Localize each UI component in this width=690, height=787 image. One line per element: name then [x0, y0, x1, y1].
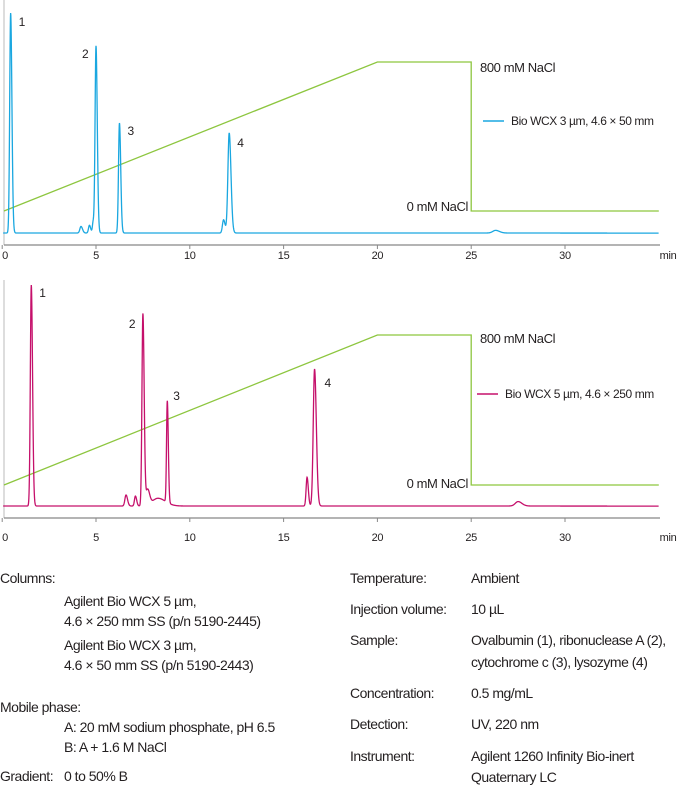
peak-label: 4 [237, 135, 244, 150]
instrument-value-line-1: Agilent 1260 Infinity Bio-inert [471, 748, 634, 764]
column-1-line-1: Agilent Bio WCX 5 µm, [64, 593, 197, 609]
peak-label: 2 [128, 316, 136, 331]
x-tick-label: 25 [465, 532, 478, 544]
x-tick-label: 5 [93, 532, 99, 544]
x-tick-label: 20 [371, 532, 384, 544]
temperature-label: Temperature: [350, 570, 427, 586]
x-tick-label: 20 [371, 250, 384, 262]
peak-label: 2 [82, 47, 89, 61]
instrument-value-line-2: Quaternary LC [471, 769, 557, 785]
x-tick-label: 5 [93, 250, 99, 262]
peak-label: 4 [324, 375, 332, 390]
mobile-phase-b: B: A + 1.6 M NaCl [64, 739, 167, 755]
x-tick-label: 10 [183, 532, 196, 544]
chromatogram-trace [3, 12, 659, 234]
concentration-label: Concentration: [350, 685, 435, 701]
legend-label: Bio WCX 3 µm, 4.6 × 50 mm [511, 114, 654, 128]
mobile-phase-a: A: 20 mM sodium phosphate, pH 6.5 [64, 719, 275, 735]
gradient-high-label: 800 mM NaCl [480, 331, 556, 346]
gradient-label: Gradient: [0, 768, 54, 784]
concentration-value: 0.5 mg/mL [471, 685, 533, 701]
x-tick-label: 25 [465, 250, 478, 262]
x-tick-label: 15 [277, 532, 290, 544]
gradient-line [3, 334, 659, 486]
peak-label: 1 [18, 15, 26, 29]
temperature-value: Ambient [471, 570, 519, 586]
injection-volume-value: 10 µL [471, 601, 504, 617]
peak-label: 3 [173, 389, 180, 404]
legend-label: Bio WCX 5 µm, 4.6 × 250 mm [505, 387, 654, 401]
sample-value-line-2: cytochrome c (3), lysozyme (4) [471, 654, 648, 670]
peak-label: 3 [127, 124, 134, 138]
gradient-low-label: 0 mM NaCl [406, 476, 469, 491]
x-tick-label: 10 [183, 250, 196, 262]
x-axis-unit: min [659, 532, 677, 544]
gradient-low-label: 0 mM NaCl [406, 199, 469, 214]
instrument-label: Instrument: [350, 748, 415, 764]
column-1-line-2: 4.6 × 250 mm SS (p/n 5190-2445) [64, 613, 261, 629]
column-2-line-2: 4.6 × 50 mm SS (p/n 5190-2443) [64, 657, 254, 673]
injection-volume-label: Injection volume: [350, 601, 447, 617]
chromatogram-trace [3, 284, 659, 507]
x-tick-label: 30 [559, 250, 571, 262]
gradient-high-label: 800 mM NaCl [480, 60, 556, 75]
gradient-line [3, 61, 659, 212]
detection-value: UV, 220 nm [471, 716, 539, 732]
x-tick-label: 30 [559, 532, 571, 544]
x-tick-label: 15 [277, 250, 290, 262]
mobile-phase-label: Mobile phase: [0, 699, 81, 715]
gradient-value: 0 to 50% B [64, 768, 128, 784]
column-2-line-1: Agilent Bio WCX 3 µm, [64, 637, 197, 653]
sample-value-line-1: Ovalbumin (1), ribonuclease A (2), [471, 632, 666, 648]
detection-label: Detection: [350, 716, 409, 732]
x-axis-unit: min [659, 250, 677, 262]
columns-label: Columns: [0, 570, 56, 586]
x-tick-label: 0 [2, 250, 8, 262]
peak-label: 1 [39, 286, 46, 300]
x-tick-label: 0 [2, 532, 8, 544]
chromatograms [1, 0, 660, 522]
sample-label: Sample: [350, 632, 398, 648]
